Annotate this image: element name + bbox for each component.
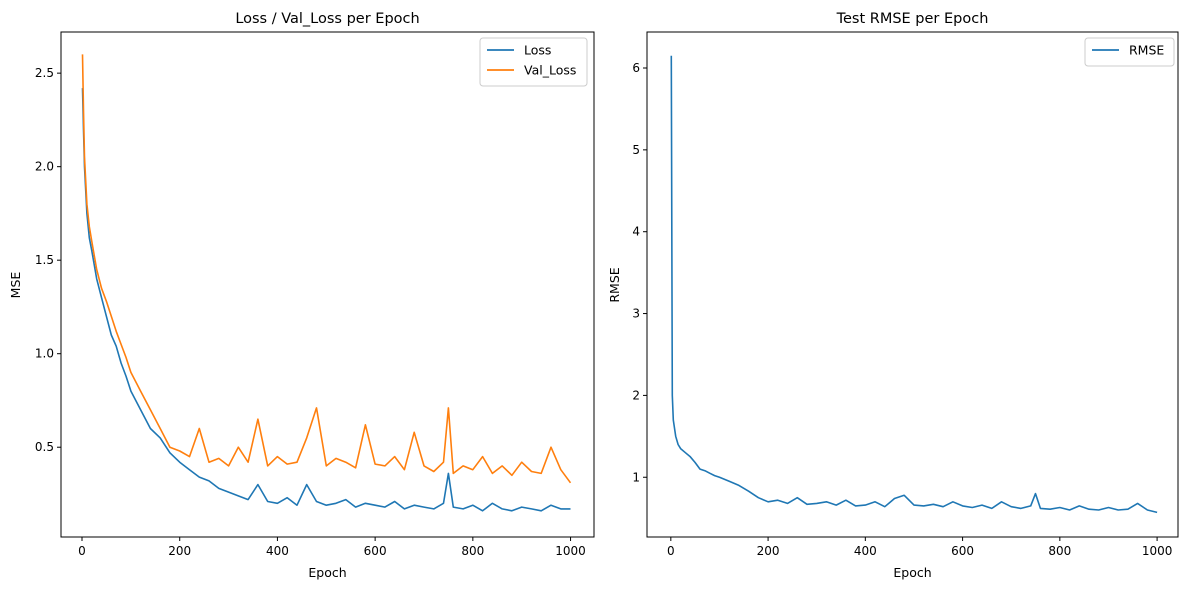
y-tick-label: 1.5 [35, 253, 54, 267]
x-tick-label: 1000 [555, 544, 586, 558]
y-axis-label: MSE [8, 272, 23, 299]
y-tick-label: 3 [632, 307, 640, 321]
legend: Loss Val_Loss [479, 37, 588, 87]
loss-chart: Loss / Val_Loss per Epoch Epoch MSE 0 200… [8, 11, 595, 580]
axes-frame [60, 31, 595, 538]
y-tick-label: 2 [632, 388, 640, 402]
x-tick-label: 200 [757, 544, 780, 558]
x-tick-label: 600 [951, 544, 974, 558]
axes-frame [646, 31, 1179, 538]
legend-label: Val_Loss [524, 63, 576, 78]
y-tick-label: 2.0 [35, 160, 54, 174]
x-axis-label: Epoch [308, 565, 346, 580]
x-tick-label: 600 [364, 544, 387, 558]
y-tick-label: 5 [632, 143, 640, 157]
x-tick-label: 800 [461, 544, 484, 558]
x-tick-label: 0 [667, 544, 675, 558]
y-tick-label: 1 [632, 470, 640, 484]
x-tick-label: 400 [266, 544, 289, 558]
x-tick-label: 400 [854, 544, 877, 558]
y-tick-label: 2.5 [35, 66, 54, 80]
x-axis-label: Epoch [893, 565, 931, 580]
legend-label: Loss [524, 43, 551, 58]
y-axis-label: RMSE [607, 267, 622, 302]
chart-title: Test RMSE per Epoch [836, 11, 989, 27]
rmse-chart: Test RMSE per Epoch Epoch RMSE 0 200 400 60… [607, 11, 1179, 580]
y-tick-label: 6 [632, 61, 640, 75]
series-line-rmse [670, 55, 1158, 514]
y-tick-label: 4 [632, 225, 640, 239]
y-tick-label: 0.5 [35, 440, 54, 454]
legend: RMSE [1084, 37, 1175, 67]
legend-label: RMSE [1129, 43, 1164, 58]
chart-title: Loss / Val_Loss per Epoch [235, 11, 419, 27]
legend-box [1084, 37, 1175, 67]
x-tick-label: 1000 [1142, 544, 1173, 558]
x-tick-label: 800 [1048, 544, 1071, 558]
x-tick-label: 0 [78, 544, 86, 558]
y-tick-label: 1.0 [35, 347, 54, 361]
series-line-val_loss [81, 54, 572, 484]
x-tick-label: 200 [168, 544, 191, 558]
series-line-loss [81, 88, 571, 512]
